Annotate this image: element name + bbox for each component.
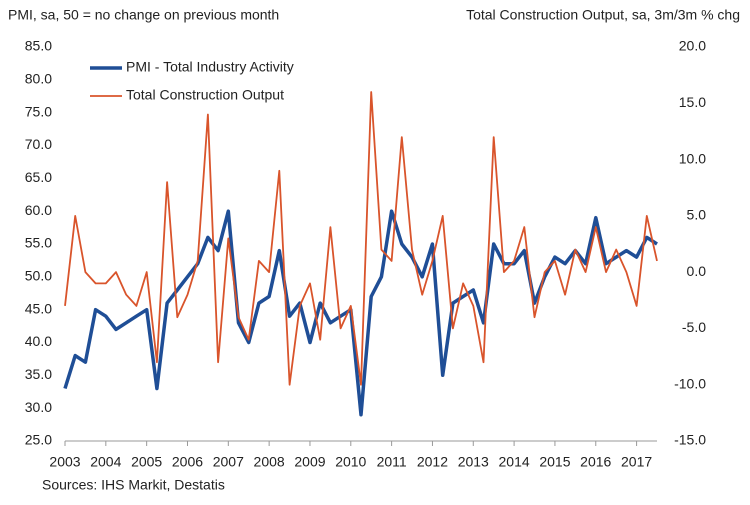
x-tick-label: 2009: [294, 454, 325, 470]
x-tick-label: 2013: [458, 454, 489, 470]
series-line: [64, 91, 658, 386]
y-tick-label: 75.0: [25, 103, 52, 119]
y-axis-label: PMI, sa, 50 = no change on previous mont…: [8, 7, 279, 23]
y2-tick-label: -10.0: [674, 375, 706, 391]
x-tick-label: 2015: [539, 454, 570, 470]
x-tick-label: 2004: [90, 454, 121, 470]
y-tick-label: 65.0: [25, 169, 52, 185]
y2-tick-label: 5.0: [687, 207, 707, 223]
y-tick-label: 45.0: [25, 300, 52, 316]
x-tick-label: 2006: [172, 454, 203, 470]
y-tick-label: 60.0: [25, 202, 52, 218]
series-line: [63, 209, 658, 417]
y2-tick-label: 10.0: [679, 150, 706, 166]
y-tick-label: 40.0: [25, 333, 52, 349]
y-tick-label: 25.0: [25, 432, 52, 448]
legend-label: PMI - Total Industry Activity: [126, 59, 294, 75]
x-tick-label: 2010: [335, 454, 366, 470]
y-tick-label: 70.0: [25, 136, 52, 152]
y2-tick-label: -5.0: [682, 319, 706, 335]
y2-tick-label: 0.0: [687, 263, 707, 279]
x-tick-label: 2014: [499, 454, 530, 470]
x-tick-label: 2016: [580, 454, 611, 470]
y-tick-label: 80.0: [25, 71, 52, 87]
y-tick-label: 35.0: [25, 366, 52, 382]
x-tick-label: 2012: [417, 454, 448, 470]
x-tick-label: 2005: [131, 454, 162, 470]
x-tick-label: 2007: [213, 454, 244, 470]
x-tick-label: 2003: [49, 454, 80, 470]
y-tick-label: 55.0: [25, 235, 52, 251]
source: Sources: IHS Markit, Destatis: [42, 477, 225, 493]
y-tick-label: 30.0: [25, 399, 52, 415]
y2-tick-label: 15.0: [679, 94, 706, 110]
y2-tick-label: 20.0: [679, 38, 706, 54]
legend-label: Total Construction Output: [126, 87, 284, 103]
x-tick-label: 2011: [377, 454, 407, 470]
y-tick-label: 50.0: [25, 268, 52, 284]
y2-axis-label: Total Construction Output, sa, 3m/3m % c…: [466, 7, 740, 23]
x-tick-label: 2017: [621, 454, 652, 470]
y2-tick-label: -15.0: [674, 432, 706, 448]
x-tick-label: 2008: [254, 454, 285, 470]
y-tick-label: 85.0: [25, 38, 52, 54]
